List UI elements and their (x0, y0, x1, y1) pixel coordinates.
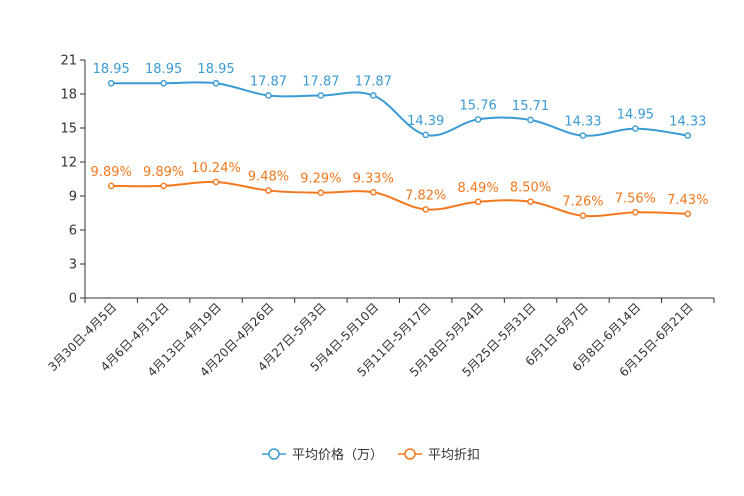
y-tick-label: 3 (69, 258, 77, 273)
axes: 0369121518213月30日-4月5日4月6日-4月12日4月13日-4月… (45, 54, 715, 380)
series-discount: 9.89% 9.89% 10.24% 9.48% 9.29% 9.33% 7.82% 8.49… (91, 161, 708, 220)
data-label: 14.33 (564, 115, 601, 130)
data-label: 7.82% (405, 188, 446, 203)
data-label: 7.26% (562, 195, 603, 210)
data-label: 18.95 (145, 62, 182, 77)
data-point[interactable] (265, 92, 272, 99)
data-point[interactable] (369, 188, 377, 196)
legend-item-price[interactable]: 平均价格（万） (262, 447, 383, 463)
data-point[interactable] (212, 178, 220, 186)
series-line (111, 81, 688, 137)
data-label: 17.87 (250, 74, 287, 89)
y-tick-label: 6 (69, 224, 77, 239)
y-tick-label: 21 (60, 54, 77, 69)
legend-marker-discount (404, 448, 416, 460)
data-point[interactable] (684, 210, 692, 218)
data-label: 7.43% (667, 193, 708, 208)
data-label: 18.95 (197, 62, 234, 77)
data-label: 9.33% (353, 171, 394, 186)
y-tick-label: 15 (60, 122, 77, 137)
series-price: 18.95 18.95 18.95 17.87 17.87 17.87 14.39 15.76… (93, 62, 706, 139)
y-tick-label: 0 (69, 292, 77, 307)
data-point[interactable] (107, 182, 115, 190)
data-label: 7.56% (615, 191, 656, 206)
data-point[interactable] (422, 206, 430, 213)
legend: 平均价格（万） 平均折扣 (262, 447, 480, 463)
data-point[interactable] (107, 79, 115, 87)
data-label: 17.87 (302, 74, 339, 89)
y-tick-label: 12 (60, 156, 77, 171)
data-label: 9.89% (91, 165, 132, 180)
data-point[interactable] (474, 116, 482, 123)
data-label: 17.87 (355, 74, 392, 89)
data-label: 9.89% (143, 165, 184, 180)
data-label: 18.95 (93, 62, 130, 77)
data-point[interactable] (160, 79, 167, 87)
series-layer: 18.95 18.95 18.95 17.87 17.87 17.87 14.39 15.76… (91, 62, 708, 220)
data-point[interactable] (579, 212, 587, 220)
legend-marker-price (268, 448, 280, 460)
legend-item-discount[interactable]: 平均折扣 (398, 448, 480, 463)
data-label: 14.95 (617, 108, 654, 123)
legend-label-discount: 平均折扣 (428, 448, 480, 463)
data-label: 14.33 (669, 115, 706, 130)
y-tick-label: 18 (60, 88, 77, 103)
data-label: 8.50% (510, 181, 551, 196)
data-label: 8.49% (457, 181, 498, 196)
data-label: 10.24% (191, 161, 241, 176)
series-line (111, 180, 688, 218)
data-point[interactable] (422, 131, 430, 139)
data-point[interactable] (369, 92, 377, 99)
data-point[interactable] (632, 125, 639, 132)
y-tick-label: 9 (69, 190, 77, 205)
data-point[interactable] (527, 116, 534, 124)
data-label: 15.76 (460, 98, 497, 113)
data-label: 9.29% (300, 172, 341, 187)
data-point[interactable] (317, 92, 325, 99)
data-point[interactable] (527, 198, 534, 205)
data-label: 15.71 (512, 99, 549, 114)
data-point[interactable] (632, 209, 639, 216)
data-point[interactable] (160, 182, 167, 190)
data-label: 14.39 (407, 114, 444, 129)
legend-label-price: 平均价格（万） (292, 447, 383, 463)
data-label: 9.48% (248, 170, 289, 185)
data-point[interactable] (212, 79, 220, 87)
data-point[interactable] (317, 189, 325, 197)
data-point[interactable] (684, 132, 692, 139)
data-point[interactable] (265, 187, 272, 194)
data-point[interactable] (579, 132, 587, 139)
data-point[interactable] (474, 198, 482, 206)
